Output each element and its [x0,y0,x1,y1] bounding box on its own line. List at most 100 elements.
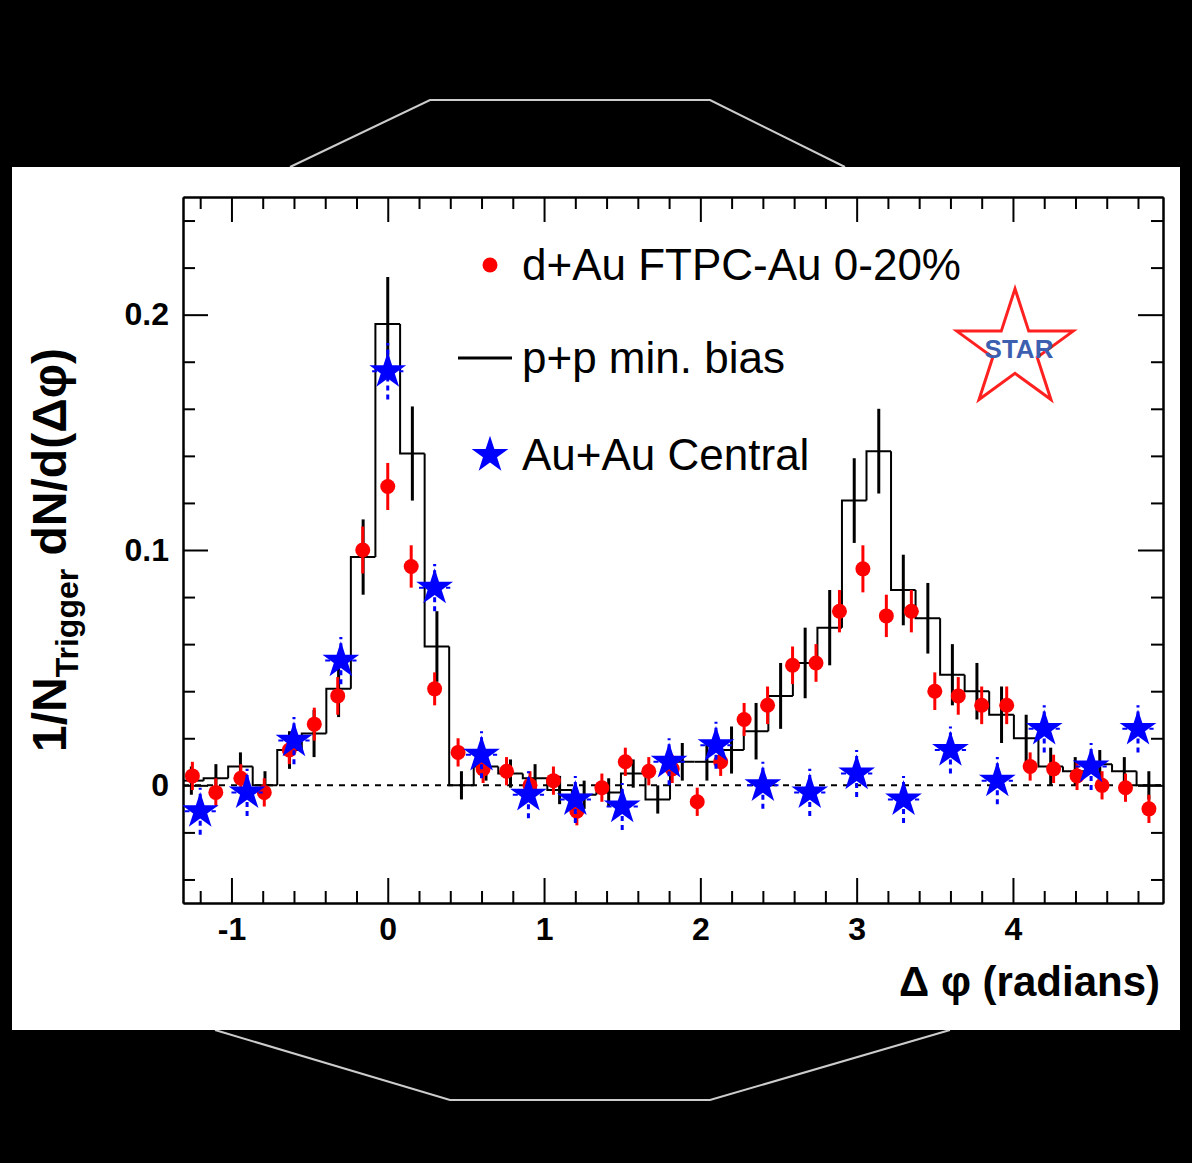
tick [1151,832,1163,833]
data-point [594,780,609,795]
tick [888,197,889,209]
tick-mark [200,197,202,209]
tick [1151,691,1163,692]
tick [1107,891,1108,903]
data-point [879,608,894,623]
data-point [885,780,922,815]
tick [950,891,951,903]
tick [294,891,295,903]
legend-marker [458,357,512,360]
data-point [427,681,442,696]
tick-mark [356,197,358,209]
tick-mark [825,197,827,209]
data-point [855,561,870,576]
logo: STAR [957,289,1073,400]
error-bar [755,703,758,759]
tick-mark [1138,550,1163,552]
tick-mark [1151,502,1163,504]
tick-mark [1137,197,1139,209]
tick-label: 4 [1005,911,1023,947]
data-point [463,735,500,770]
data-point [651,742,688,777]
tick [669,197,670,209]
data-point [737,712,752,727]
tick [356,891,357,903]
tick-mark [606,891,608,903]
tick [419,197,420,209]
tick [263,197,264,209]
tick-mark [419,197,421,209]
tick-mark [387,197,389,222]
y-axis-title-part: 1/N [23,677,76,752]
data-point [641,764,656,779]
data-point [229,773,266,808]
data-point [832,604,847,619]
tick-mark [544,197,546,222]
tick [669,891,670,903]
tick-mark [794,891,796,903]
tick-mark [183,738,195,740]
tick [1013,197,1014,222]
x-axis: -101234 [184,878,1164,947]
tick-mark [1151,832,1163,834]
tick-mark [183,597,195,599]
tick [1044,197,1045,209]
data-point [744,766,781,801]
tick-mark [1044,891,1046,903]
tick [183,268,195,269]
data-point [380,479,395,494]
tick-mark [183,644,195,646]
tick-mark [856,197,858,222]
tick-mark [981,891,983,903]
tick-mark [419,891,421,903]
series [185,463,1157,825]
tick [1138,891,1139,903]
tick [982,197,983,209]
tick-mark [1151,738,1163,740]
tick [638,891,639,903]
y-axis-right [1138,198,1164,904]
plot-area: -10123400.10.2 [125,197,1164,947]
tick-label: 0.2 [125,296,169,332]
tick-mark [356,891,358,903]
tick-mark [325,891,327,903]
tick-mark [669,197,671,209]
data-point [974,698,989,713]
error-bar [804,628,807,699]
data-point [307,717,322,732]
error-bar [853,458,856,543]
tick [607,197,608,209]
tick [183,738,195,739]
tick: 3 [848,878,866,947]
tick [183,503,195,504]
tick [1075,197,1076,209]
tick-mark [1151,455,1163,457]
tick-mark [762,197,764,209]
x-axis-top-minor-line [184,197,1164,199]
data-point [760,698,775,713]
data-point [546,773,561,788]
tick-mark [183,879,195,881]
data-point [276,721,313,756]
tick-mark [450,891,452,903]
data-point [1095,778,1110,793]
tick-label: 0.1 [125,532,169,568]
error-bar [435,611,438,682]
tick [732,197,733,209]
tick-mark [231,197,233,222]
tick [1151,738,1163,739]
tick-mark [919,891,921,903]
tick-mark [794,197,796,209]
data-point [355,543,370,558]
y-axis-title: 1/NTrigger dN/d(Δφ) [23,348,85,752]
tick-mark [731,891,733,903]
data-point [1073,747,1110,782]
tick: 4 [1005,878,1023,947]
tick-mark [700,878,702,903]
logo-text: STAR [985,334,1054,364]
series [183,343,1156,835]
y-axis-minor-line [183,198,185,904]
detector-edge [215,1030,950,1100]
tick [183,691,195,692]
data-point [369,352,406,387]
